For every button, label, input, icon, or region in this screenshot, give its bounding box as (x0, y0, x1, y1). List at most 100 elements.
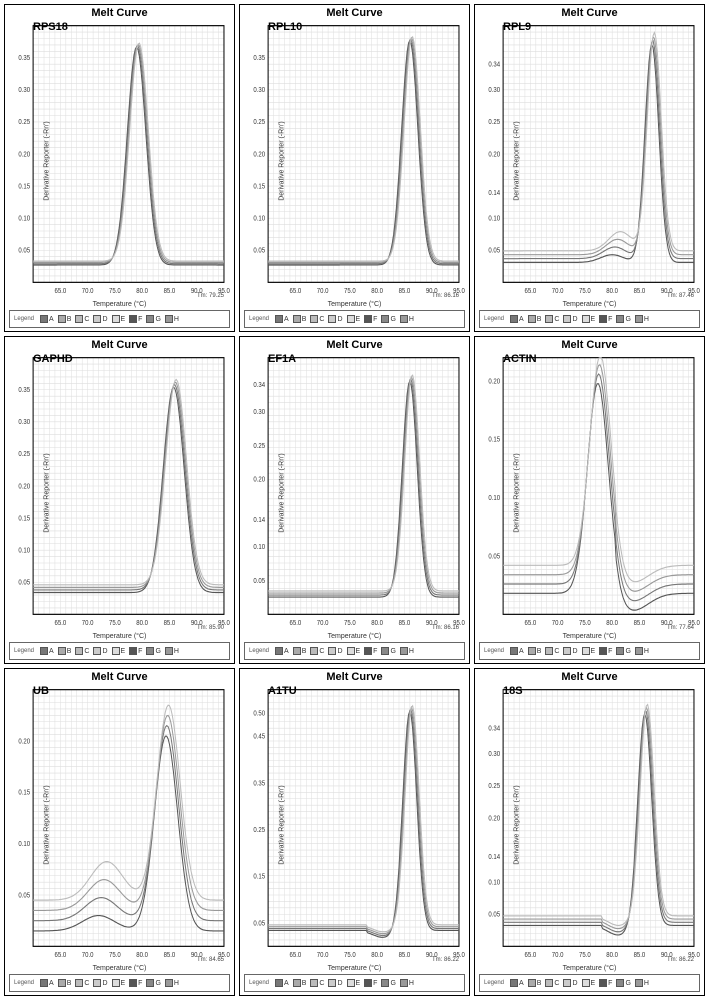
legend-item-label: D (337, 316, 342, 323)
legend-item: G (616, 647, 630, 655)
svg-text:0.15: 0.15 (18, 515, 30, 523)
legend-swatch (582, 647, 590, 655)
svg-text:0.05: 0.05 (253, 920, 265, 928)
panel-title: Melt Curve (240, 669, 469, 683)
legend-item-label: B (302, 648, 307, 655)
legend-item-label: F (608, 316, 612, 323)
legend-item: A (275, 979, 289, 987)
svg-text:0.45: 0.45 (253, 733, 265, 741)
legend-item-label: F (138, 648, 142, 655)
svg-text:80.0: 80.0 (136, 287, 148, 295)
gene-label: RPS18 (33, 21, 68, 33)
legend-item: B (293, 647, 307, 655)
svg-text:0.10: 0.10 (18, 215, 30, 223)
svg-text:70.0: 70.0 (317, 287, 329, 295)
svg-text:0.10: 0.10 (488, 495, 500, 503)
melt-curve-panel: Melt CurveRPL9Derivative Reporter (-Rn')… (474, 4, 705, 332)
svg-text:65.0: 65.0 (525, 287, 537, 295)
svg-text:85.0: 85.0 (164, 619, 176, 627)
x-axis-label: Temperature (°C) (240, 965, 469, 972)
legend-item-label: F (373, 980, 377, 987)
legend-item-label: G (390, 980, 395, 987)
legend-item: B (528, 315, 542, 323)
legend-item: F (129, 315, 142, 323)
legend-swatch (75, 979, 83, 987)
legend-swatch (616, 647, 624, 655)
svg-text:70.0: 70.0 (317, 619, 329, 627)
legend-item: E (347, 315, 361, 323)
legend-item-label: C (554, 980, 559, 987)
legend-swatch (528, 979, 536, 987)
legend-item: E (582, 647, 596, 655)
svg-text:75.0: 75.0 (109, 287, 121, 295)
legend: LegendABCDEFGH (244, 310, 465, 328)
y-axis-label: Derivative Reporter (-Rn') (43, 453, 50, 533)
legend: LegendABCDEFGH (9, 642, 230, 660)
svg-text:0.30: 0.30 (488, 751, 500, 759)
svg-text:75.0: 75.0 (579, 951, 591, 959)
svg-text:0.10: 0.10 (488, 215, 500, 223)
legend-item-label: H (409, 980, 414, 987)
svg-text:0.35: 0.35 (18, 387, 30, 395)
legend-swatch (275, 979, 283, 987)
svg-text:80.0: 80.0 (371, 951, 383, 959)
svg-text:0.14: 0.14 (488, 853, 500, 861)
legend-label: Legend (249, 648, 269, 654)
legend-item-label: C (319, 648, 324, 655)
svg-text:0.05: 0.05 (18, 247, 30, 255)
y-axis-label: Derivative Reporter (-Rn') (278, 453, 285, 533)
legend-swatch (293, 979, 301, 987)
legend-item: C (310, 647, 324, 655)
legend: LegendABCDEFGH (9, 974, 230, 992)
legend-item: F (599, 315, 612, 323)
melt-curve-panel: Melt Curve18SDerivative Reporter (-Rn')6… (474, 668, 705, 996)
svg-text:70.0: 70.0 (82, 619, 94, 627)
legend-item: E (112, 315, 126, 323)
legend-item-label: E (121, 980, 126, 987)
melt-curve-panel: Melt CurveRPL10Derivative Reporter (-Rn'… (239, 4, 470, 332)
legend-item: C (310, 315, 324, 323)
svg-text:80.0: 80.0 (371, 287, 383, 295)
svg-text:80.0: 80.0 (136, 951, 148, 959)
legend-item-label: B (537, 648, 542, 655)
legend-item-label: G (390, 316, 395, 323)
svg-text:85.0: 85.0 (164, 951, 176, 959)
svg-text:75.0: 75.0 (344, 619, 356, 627)
svg-text:0.15: 0.15 (18, 789, 30, 797)
svg-text:0.25: 0.25 (18, 119, 30, 127)
legend-item-label: H (644, 648, 649, 655)
plot-area: Derivative Reporter (-Rn')65.070.075.080… (244, 685, 465, 965)
legend-swatch (112, 315, 120, 323)
legend-item: C (75, 647, 89, 655)
svg-text:0.20: 0.20 (488, 378, 500, 386)
gene-label: A1TU (268, 685, 297, 697)
legend-item-label: A (284, 316, 289, 323)
legend-item: D (563, 647, 577, 655)
legend-swatch (328, 315, 336, 323)
legend-swatch (310, 315, 318, 323)
legend-swatch (563, 315, 571, 323)
legend-item: G (616, 315, 630, 323)
legend-item: H (400, 315, 414, 323)
legend-item-label: D (102, 648, 107, 655)
legend-item: B (58, 979, 72, 987)
legend-item: G (381, 647, 395, 655)
legend-item: F (129, 979, 142, 987)
svg-text:0.35: 0.35 (253, 55, 265, 63)
legend-item: G (146, 647, 160, 655)
legend-item: E (112, 979, 126, 987)
svg-text:0.20: 0.20 (488, 151, 500, 159)
tm-label: Tm: 79.25 (197, 293, 224, 299)
legend-item: D (93, 979, 107, 987)
legend-item-label: A (284, 980, 289, 987)
svg-text:0.15: 0.15 (253, 873, 265, 881)
legend-item: H (165, 315, 179, 323)
svg-text:85.0: 85.0 (634, 951, 646, 959)
x-axis-label: Temperature (°C) (5, 965, 234, 972)
panel-title: Melt Curve (240, 337, 469, 351)
legend-item: B (293, 979, 307, 987)
legend-item: F (599, 979, 612, 987)
legend-swatch (582, 979, 590, 987)
legend-item-label: E (591, 980, 596, 987)
legend-item-label: E (591, 316, 596, 323)
